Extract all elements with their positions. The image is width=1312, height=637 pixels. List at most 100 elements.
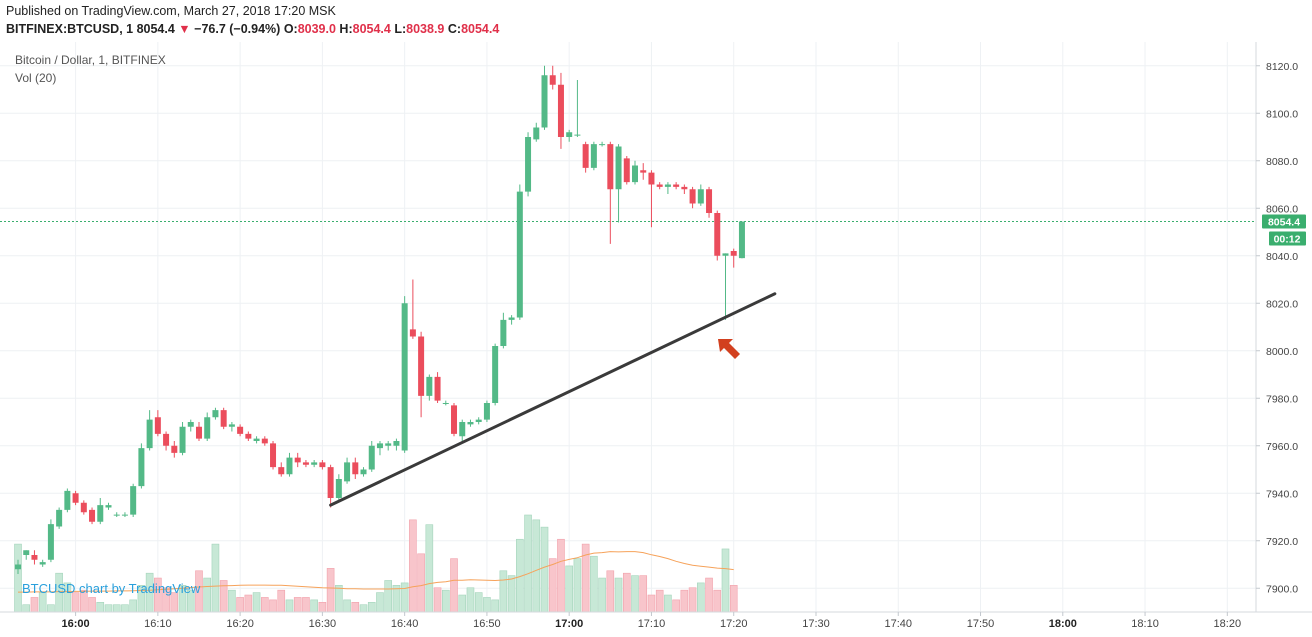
- volume-bar: [219, 580, 228, 613]
- volume-bar: [557, 538, 565, 613]
- volume-bar: [441, 589, 450, 613]
- volume-bar: [631, 575, 639, 613]
- volume-bar: [88, 597, 96, 613]
- published-line: Published on TradingView.com, March 27, …: [6, 4, 336, 18]
- candle-body: [730, 251, 737, 256]
- tradingview-watermark[interactable]: BTCUSD chart by TradingView: [22, 581, 201, 596]
- x-tick-label: 16:30: [309, 618, 337, 630]
- volume-bar: [417, 553, 425, 613]
- symbol-line: BITFINEX:BTCUSD, 1 8054.4 ▼ −76.7 (−0.94…: [6, 22, 499, 36]
- candle-body: [689, 189, 696, 204]
- volume-bar: [384, 580, 393, 613]
- candle-body: [648, 172, 655, 185]
- y-tick-label: 8080.0: [1266, 156, 1298, 168]
- candle-body: [738, 221, 745, 259]
- candle-body: [335, 479, 342, 498]
- y-tick-label: 8060.0: [1266, 203, 1298, 215]
- close-value: 8054.4: [461, 22, 500, 36]
- volume-bar: [326, 568, 335, 613]
- candle-body: [146, 419, 153, 449]
- countdown-badge: [1269, 231, 1306, 246]
- candle-body: [294, 457, 301, 463]
- x-tick-label: 17:20: [720, 618, 748, 630]
- candlestick-chart[interactable]: 8120.0 8100.0 8080.0 8060.0 8040.0 8020.0 8000…: [0, 42, 1312, 637]
- time-axis[interactable]: 16:00 16:10 16:20 16:30 16:40 16:50 17:00 17:10…: [62, 612, 1242, 630]
- volume-bar: [260, 597, 269, 613]
- y-tick-label: 8040.0: [1266, 251, 1298, 263]
- candle-body: [590, 144, 597, 168]
- candle-body: [130, 486, 137, 515]
- volume-bar: [30, 597, 39, 613]
- candle-body: [187, 422, 194, 427]
- volume-bar: [392, 585, 401, 613]
- volume-bar: [335, 585, 343, 613]
- candle-body: [508, 317, 515, 320]
- volume-bar: [96, 601, 105, 613]
- candle-body: [500, 319, 507, 346]
- candle-body: [171, 445, 178, 453]
- down-triangle-icon: ▼: [178, 22, 191, 36]
- x-tick-label: 16:50: [473, 618, 501, 630]
- candle-body: [302, 462, 309, 465]
- symbol-name: BITFINEX:BTCUSD, 1: [6, 22, 134, 36]
- candle-body: [72, 493, 79, 503]
- candle-body: [401, 303, 408, 451]
- volume-bar: [433, 587, 442, 613]
- annotation-arrow-icon[interactable]: [718, 339, 740, 359]
- candle-body: [533, 127, 540, 140]
- x-tick-label: 17:00: [555, 618, 583, 630]
- volume-bar: [425, 524, 434, 613]
- volume-bars: [14, 514, 738, 613]
- volume-bar: [269, 599, 277, 613]
- volume-bar: [22, 604, 31, 613]
- volume-bar: [639, 575, 648, 613]
- volume-bar: [622, 572, 631, 613]
- x-tick-label: 17:50: [967, 618, 995, 630]
- candle-body: [664, 184, 671, 187]
- volume-bar: [129, 599, 137, 613]
- price-axis[interactable]: 8120.0 8100.0 8080.0 8060.0 8040.0 8020.0 8000…: [1256, 61, 1298, 596]
- candle-body: [105, 505, 112, 508]
- volume-bar: [252, 592, 261, 613]
- high-label: H:: [339, 22, 353, 36]
- grid-lines: [0, 42, 1256, 612]
- candle-body: [376, 443, 383, 449]
- candles: [15, 65, 745, 574]
- volume-bar: [672, 599, 680, 613]
- candle-body: [138, 448, 145, 487]
- candle-body: [220, 410, 227, 427]
- candle-body: [286, 457, 293, 475]
- trend-line[interactable]: [329, 292, 777, 507]
- candle-body: [80, 502, 87, 513]
- candle-body: [541, 75, 548, 128]
- volume-bar: [466, 587, 475, 613]
- candle-body: [714, 213, 721, 256]
- candle-body: [228, 424, 235, 427]
- candle-body: [607, 144, 614, 190]
- candle-body: [385, 443, 392, 446]
- y-tick-label: 7920.0: [1266, 536, 1298, 548]
- candle-body: [434, 376, 441, 401]
- candle-body: [261, 438, 268, 444]
- y-tick-label: 7960.0: [1266, 441, 1298, 453]
- x-tick-label: 18:20: [1214, 618, 1242, 630]
- x-tick-label: 16:10: [144, 618, 172, 630]
- volume-bar: [540, 526, 549, 613]
- candle-body: [56, 509, 63, 527]
- volume-bar: [688, 587, 697, 613]
- candle-body: [706, 189, 713, 213]
- volume-bar: [343, 599, 351, 613]
- volume-bar: [565, 565, 573, 613]
- candle-body: [15, 564, 21, 570]
- volume-bar: [458, 594, 467, 613]
- x-tick-label: 18:10: [1131, 618, 1159, 630]
- volume-bar: [228, 589, 236, 613]
- candle-body: [237, 426, 244, 434]
- candle-body: [97, 505, 104, 522]
- candle-body: [368, 445, 375, 470]
- candle-body: [673, 184, 680, 187]
- candle-body: [722, 253, 729, 256]
- volume-bar: [293, 597, 302, 613]
- candle-body: [360, 469, 367, 475]
- candle-body: [467, 422, 474, 425]
